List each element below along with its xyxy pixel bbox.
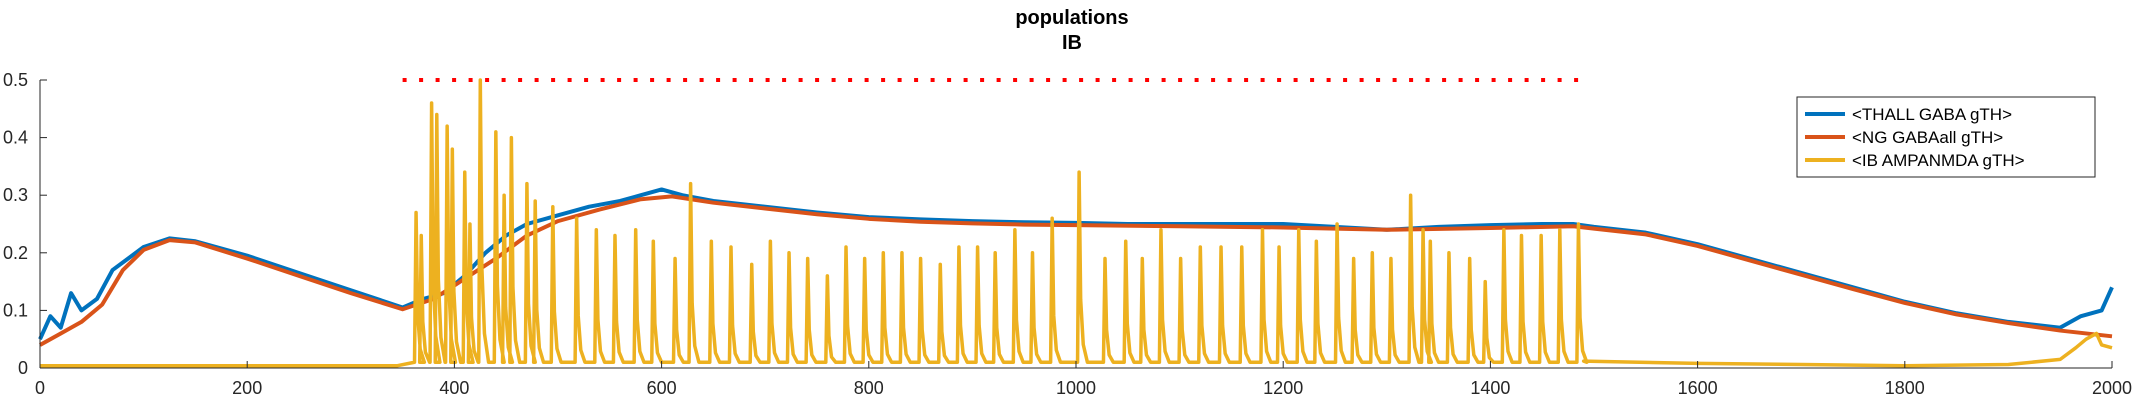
legend: <THALL GABA gTH> <NG GABAall gTH> <IB AMPA…	[1796, 96, 2096, 178]
y-tick-label: 0.2	[3, 243, 28, 263]
y-tick-label: 0	[18, 358, 28, 378]
y-tick-label: 0.3	[3, 185, 28, 205]
x-tick-label: 200	[232, 378, 262, 398]
x-tick-label: 1200	[1263, 378, 1303, 398]
axes: 0 200 400 600 800 1000 1200 1400 1600 1800 2000 0 0.…	[3, 70, 2132, 398]
legend-label: <IB AMPANMDA gTH>	[1852, 151, 2025, 170]
plot-area	[38, 78, 2114, 368]
x-tick-label: 400	[439, 378, 469, 398]
y-tick-label: 0.5	[3, 70, 28, 90]
y-tick-label: 0.1	[3, 300, 28, 320]
legend-label: <NG GABAall gTH>	[1852, 128, 2003, 147]
x-tick-label: 1600	[1678, 378, 1718, 398]
x-tick-label: 1000	[1056, 378, 1096, 398]
legend-box	[1796, 96, 2096, 178]
x-tick-label: 600	[647, 378, 677, 398]
legend-label: <THALL GABA gTH>	[1852, 105, 2012, 124]
series-line-3	[40, 78, 2113, 368]
x-tick-label: 2000	[2092, 378, 2132, 398]
series-line-2	[39, 194, 2113, 347]
x-tick-label: 1800	[1885, 378, 1925, 398]
y-tick-label: 0.4	[3, 128, 28, 148]
x-tick-label: 0	[35, 378, 45, 398]
x-tick-label: 1400	[1470, 378, 1510, 398]
x-tick-label: 800	[854, 378, 884, 398]
chart-title: populations	[1015, 7, 1128, 29]
chart-subtitle: IB	[1062, 32, 1082, 54]
